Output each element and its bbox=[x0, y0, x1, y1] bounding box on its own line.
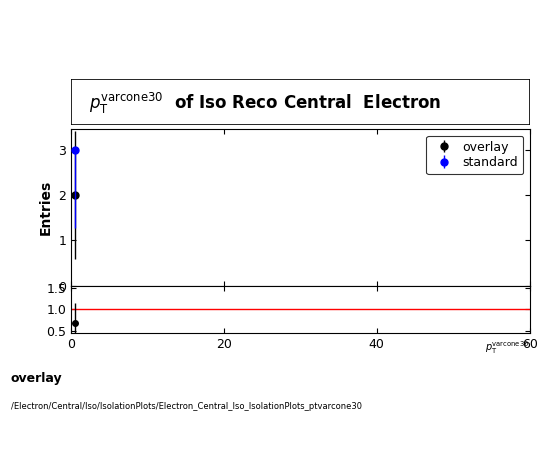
FancyBboxPatch shape bbox=[71, 79, 530, 125]
Text: /Electron/Central/Iso/IsolationPlots/Electron_Central_Iso_IsolationPlots_ptvarco: /Electron/Central/Iso/IsolationPlots/Ele… bbox=[11, 402, 362, 411]
Text: overlay: overlay bbox=[11, 372, 63, 385]
Text: $p_{\rm T}^{\rm varcone30}$: $p_{\rm T}^{\rm varcone30}$ bbox=[485, 340, 530, 356]
Y-axis label: Entries: Entries bbox=[39, 180, 52, 235]
Text: $p_{\rm T}^{\rm varcone30}$  of Iso Reco Central  Electron: $p_{\rm T}^{\rm varcone30}$ of Iso Reco … bbox=[90, 91, 442, 116]
Legend: overlay, standard: overlay, standard bbox=[426, 136, 524, 174]
